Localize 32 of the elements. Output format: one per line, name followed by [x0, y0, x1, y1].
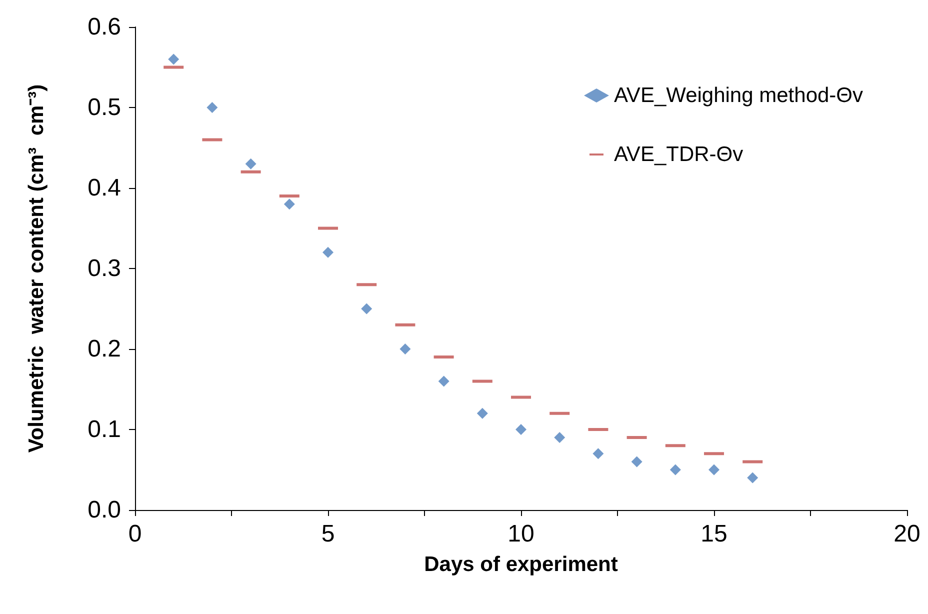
y-tick-label: 0.3 — [88, 255, 121, 282]
point — [554, 432, 566, 444]
point — [361, 303, 372, 314]
point — [284, 198, 295, 210]
y-tick-label: 0.4 — [88, 174, 121, 202]
x-tick-label: 5 — [321, 520, 335, 548]
point — [708, 464, 720, 476]
x-tick-label: 15 — [700, 520, 728, 548]
point — [747, 472, 758, 484]
legend-label: AVE_Weighing method-Θv — [614, 84, 864, 107]
point — [168, 54, 180, 65]
y-axis-title: Volumetric water content (cm³ cm⁻³) — [25, 84, 48, 453]
x-tick-label: 0 — [128, 520, 142, 548]
y-tick-label: 0.5 — [88, 94, 121, 121]
point — [438, 376, 450, 387]
y-tick-label: 0.1 — [88, 416, 121, 443]
y-tick-label: 0.6 — [88, 14, 121, 40]
point — [400, 344, 411, 354]
y-tick-label: 0.2 — [88, 336, 121, 362]
point — [206, 102, 218, 113]
y-tick-label: 0.0 — [88, 496, 121, 524]
x-tick-label: 10 — [508, 520, 534, 548]
x-tick-label: 20 — [894, 520, 920, 548]
point — [476, 408, 488, 419]
point — [670, 464, 681, 476]
point — [592, 448, 604, 460]
x-axis-title: Days of experiment — [424, 553, 618, 576]
point — [631, 456, 642, 468]
point — [322, 246, 334, 258]
point — [245, 158, 256, 170]
point — [516, 424, 526, 435]
legend-label: AVE_TDR-Θv — [614, 143, 744, 166]
